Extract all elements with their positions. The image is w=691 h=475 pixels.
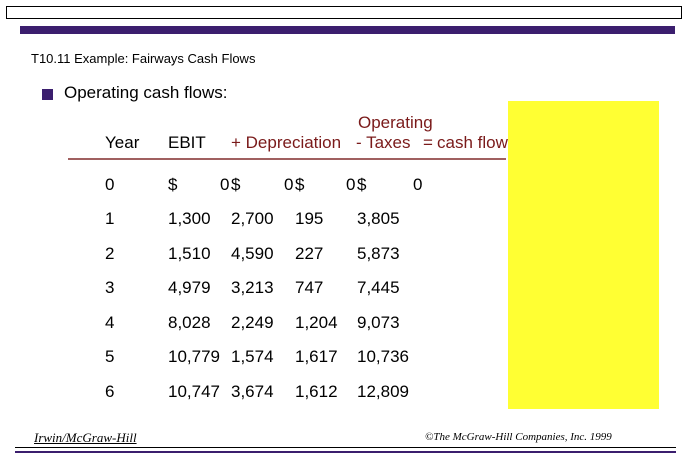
footer-rule bbox=[15, 447, 676, 448]
copyright-notice: ©The McGraw-Hill Companies, Inc. 1999 bbox=[425, 431, 612, 443]
publisher-name: Irwin/McGraw-Hill bbox=[34, 430, 137, 445]
ocf-column-highlight bbox=[508, 101, 659, 409]
row6-dep: 3,674 bbox=[231, 382, 274, 401]
header-ocf-bottom: cash flow bbox=[437, 133, 508, 152]
header-accent-bar bbox=[20, 26, 675, 34]
row4-ocf: 9,073 bbox=[357, 313, 400, 332]
bullet-text: Operating cash flows: bbox=[64, 83, 228, 102]
row6-ebit: 10,747 bbox=[168, 382, 220, 401]
header-year: Year bbox=[105, 133, 140, 152]
row5-ebit: 10,779 bbox=[168, 347, 220, 366]
row4-year: 4 bbox=[105, 313, 115, 332]
header-equals: = bbox=[423, 133, 433, 152]
row5-year: 5 bbox=[105, 347, 115, 366]
row3-year: 3 bbox=[105, 278, 115, 297]
row2-tax: 227 bbox=[295, 244, 324, 263]
row5-dep: 1,574 bbox=[231, 347, 274, 366]
row0-tax-dollar: $ bbox=[295, 175, 305, 194]
row2-year: 2 bbox=[105, 244, 115, 263]
row0-ebit-dollar: $ bbox=[168, 175, 178, 194]
row1-ebit: 1,300 bbox=[168, 209, 211, 228]
row4-ebit: 8,028 bbox=[168, 313, 211, 332]
row1-ocf: 3,805 bbox=[357, 209, 400, 228]
row1-year: 1 bbox=[105, 209, 115, 228]
top-frame-outline bbox=[6, 6, 682, 19]
row3-dep: 3,213 bbox=[231, 278, 274, 297]
header-rule bbox=[68, 158, 506, 160]
row0-tax-value: 0 bbox=[346, 175, 356, 194]
row2-ocf: 5,873 bbox=[357, 244, 400, 263]
row5-ocf: 10,736 bbox=[357, 347, 409, 366]
row0-ocf-value: 0 bbox=[413, 175, 423, 194]
row0-ebit-value: 0 bbox=[220, 175, 230, 194]
row0-ocf-dollar: $ bbox=[357, 175, 367, 194]
row4-tax: 1,204 bbox=[295, 313, 338, 332]
row6-ocf: 12,809 bbox=[357, 382, 409, 401]
row5-tax: 1,617 bbox=[295, 347, 338, 366]
row3-tax: 747 bbox=[295, 278, 324, 297]
row2-dep: 4,590 bbox=[231, 244, 274, 263]
slide-title: T10.11 Example: Fairways Cash Flows bbox=[31, 51, 256, 66]
row0-dep-value: 0 bbox=[284, 175, 294, 194]
row3-ocf: 7,445 bbox=[357, 278, 400, 297]
top-frame bbox=[0, 0, 691, 20]
footer-accent-rule bbox=[15, 451, 676, 453]
bullet-square-icon bbox=[42, 89, 53, 100]
row0-dep-dollar: $ bbox=[231, 175, 241, 194]
row3-ebit: 4,979 bbox=[168, 278, 211, 297]
header-depreciation: + Depreciation bbox=[231, 133, 342, 152]
row1-dep: 2,700 bbox=[231, 209, 274, 228]
header-ocf-top: Operating bbox=[358, 113, 433, 132]
row6-tax: 1,612 bbox=[295, 382, 338, 401]
row0-year: 0 bbox=[105, 175, 115, 194]
row6-year: 6 bbox=[105, 382, 115, 401]
header-ebit: EBIT bbox=[168, 133, 206, 152]
header-taxes: - Taxes bbox=[356, 133, 411, 152]
row2-ebit: 1,510 bbox=[168, 244, 211, 263]
row4-dep: 2,249 bbox=[231, 313, 274, 332]
row1-tax: 195 bbox=[295, 209, 324, 228]
